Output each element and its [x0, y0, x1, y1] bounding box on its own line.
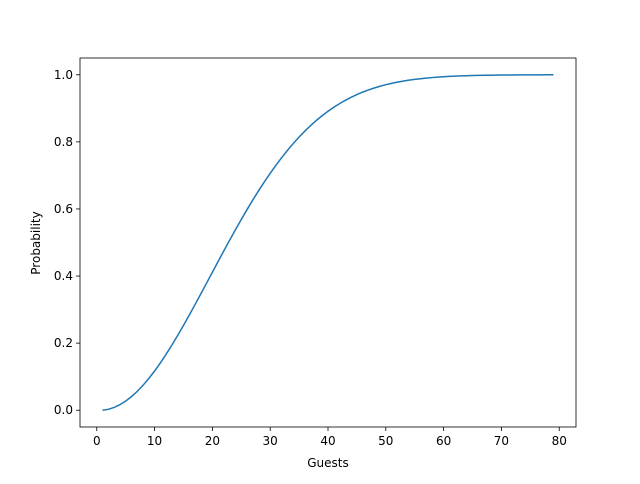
- x-tick-label: 50: [378, 434, 393, 448]
- x-tick-label: 70: [494, 434, 509, 448]
- y-tick-label: 1.0: [54, 68, 73, 82]
- x-axis-label: Guests: [307, 456, 349, 470]
- y-tick-label: 0.8: [54, 135, 73, 149]
- y-tick-label: 0.4: [54, 269, 73, 283]
- y-tick-label: 0.0: [54, 403, 73, 417]
- x-tick-label: 20: [205, 434, 220, 448]
- y-tick-label: 0.2: [54, 336, 73, 350]
- y-tick-label: 0.6: [54, 202, 73, 216]
- data-line: [102, 74, 554, 411]
- y-axis-label: Probability: [29, 211, 43, 274]
- x-tick-label: 30: [263, 434, 278, 448]
- x-tick-label: 80: [552, 434, 567, 448]
- x-tick-label: 10: [147, 434, 162, 448]
- plot-frame: [79, 57, 577, 428]
- x-tick-label: 60: [436, 434, 451, 448]
- x-tick-label: 40: [320, 434, 335, 448]
- x-tick-label: 0: [93, 434, 101, 448]
